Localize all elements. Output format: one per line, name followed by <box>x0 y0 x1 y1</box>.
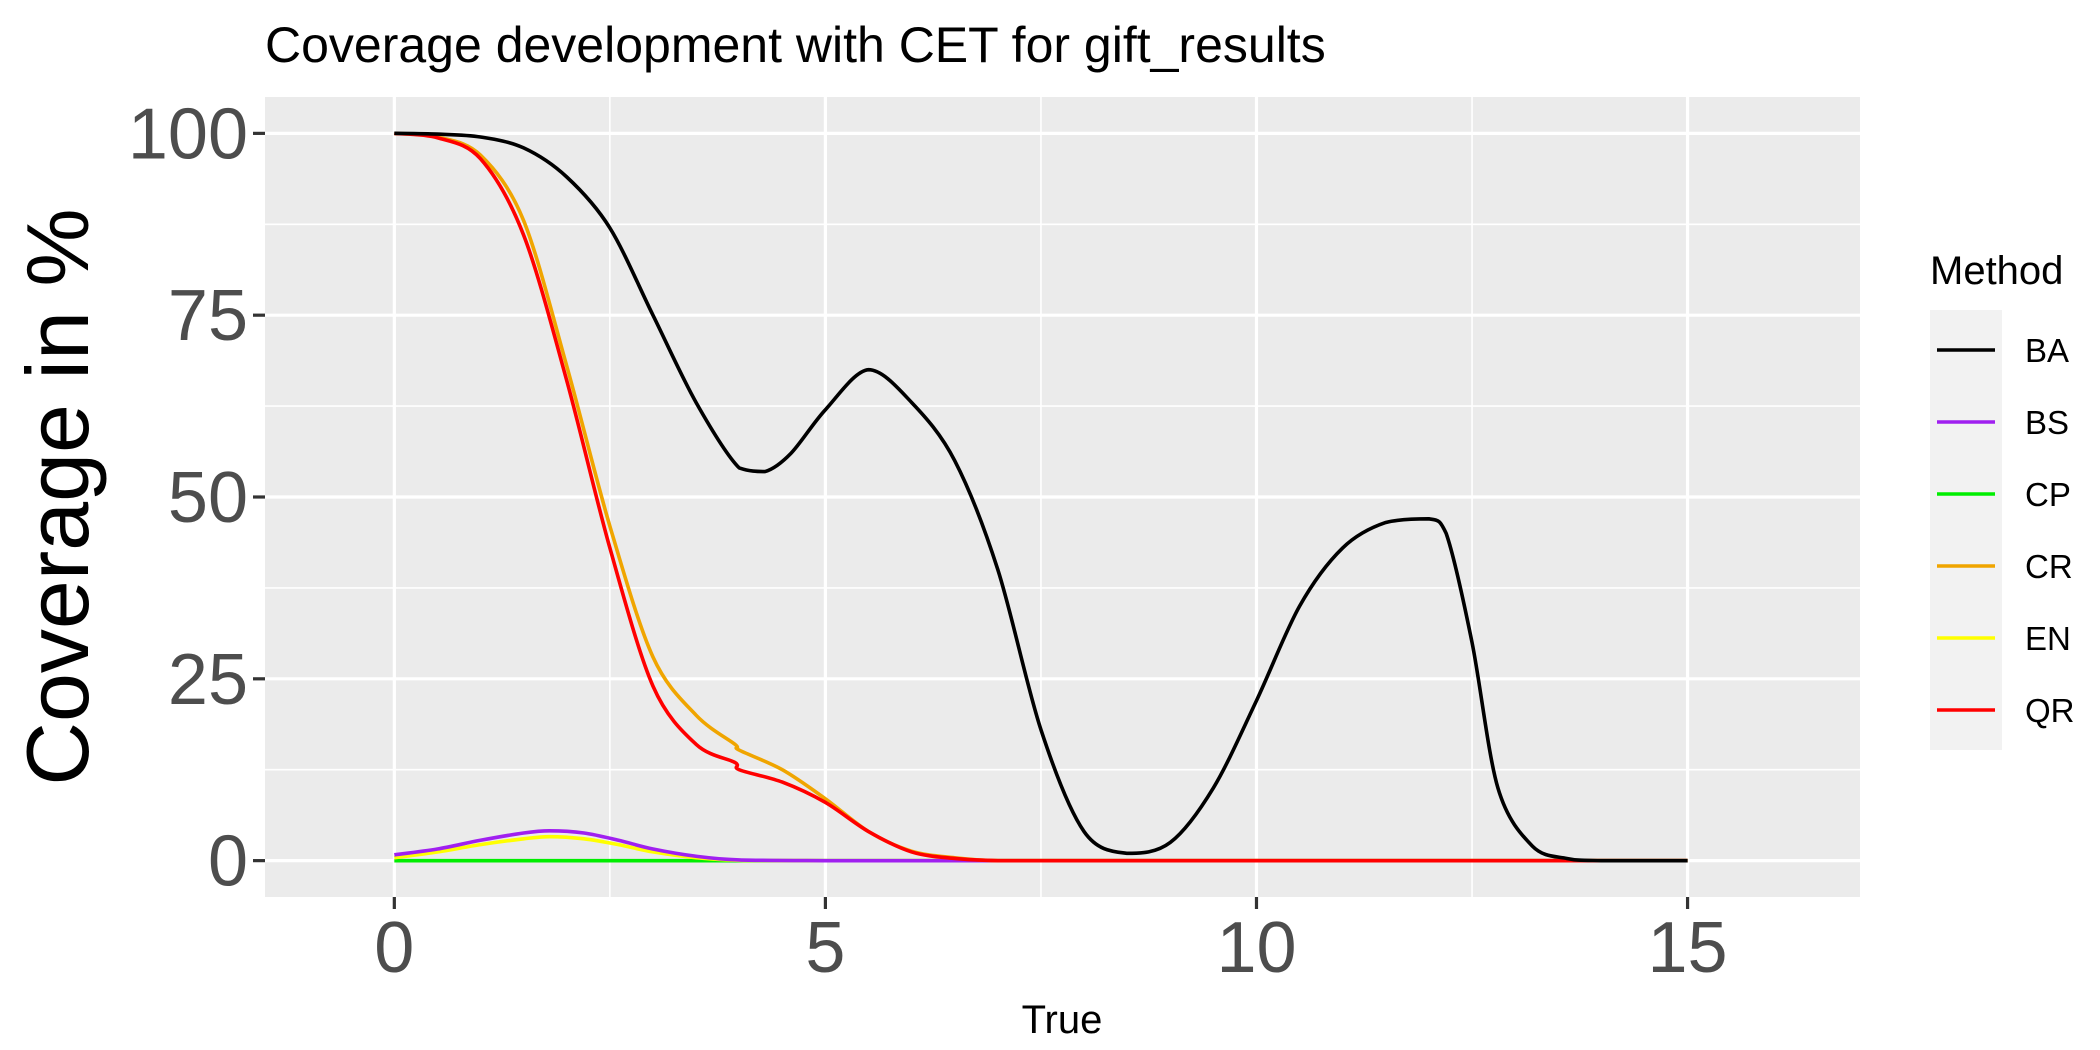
legend-label-cp: CP <box>2025 476 2071 513</box>
axis-ticks <box>253 131 1690 909</box>
x-tick-label: 15 <box>1648 908 1728 988</box>
legend-label-en: EN <box>2025 620 2071 657</box>
x-tick-label: 5 <box>805 908 845 988</box>
series-line-ba <box>394 131 1688 863</box>
legend-key-background <box>1930 310 2002 750</box>
legend-items: BA BS CP CR EN QR <box>1937 332 2075 729</box>
x-tick-labels: 0 5 10 15 <box>374 908 1727 988</box>
series-line-qr <box>394 131 1688 863</box>
y-tick-labels: 0 25 50 75 100 <box>128 94 248 901</box>
grid-major <box>265 97 1860 897</box>
legend-label-bs: BS <box>2025 404 2069 441</box>
y-tick-label: 75 <box>168 276 248 356</box>
y-tick-label: 100 <box>128 94 248 174</box>
y-axis-title: Coverage in % <box>8 208 107 785</box>
x-tick-label: 10 <box>1216 908 1296 988</box>
x-tick-label: 0 <box>374 908 414 988</box>
y-tick-label: 25 <box>168 640 248 720</box>
legend-label-ba: BA <box>2025 332 2069 369</box>
legend-label-cr: CR <box>2025 548 2073 585</box>
y-tick-label: 0 <box>208 822 248 902</box>
series-lines <box>394 131 1688 863</box>
legend-label-qr: QR <box>2025 692 2075 729</box>
legend: Method BA BS CP CR EN QR <box>1930 249 2075 750</box>
y-tick-label: 50 <box>168 458 248 538</box>
legend-title: Method <box>1930 249 2063 293</box>
x-axis-title: True <box>1022 998 1103 1042</box>
chart-title: Coverage development with CET for gift_r… <box>265 17 1326 73</box>
